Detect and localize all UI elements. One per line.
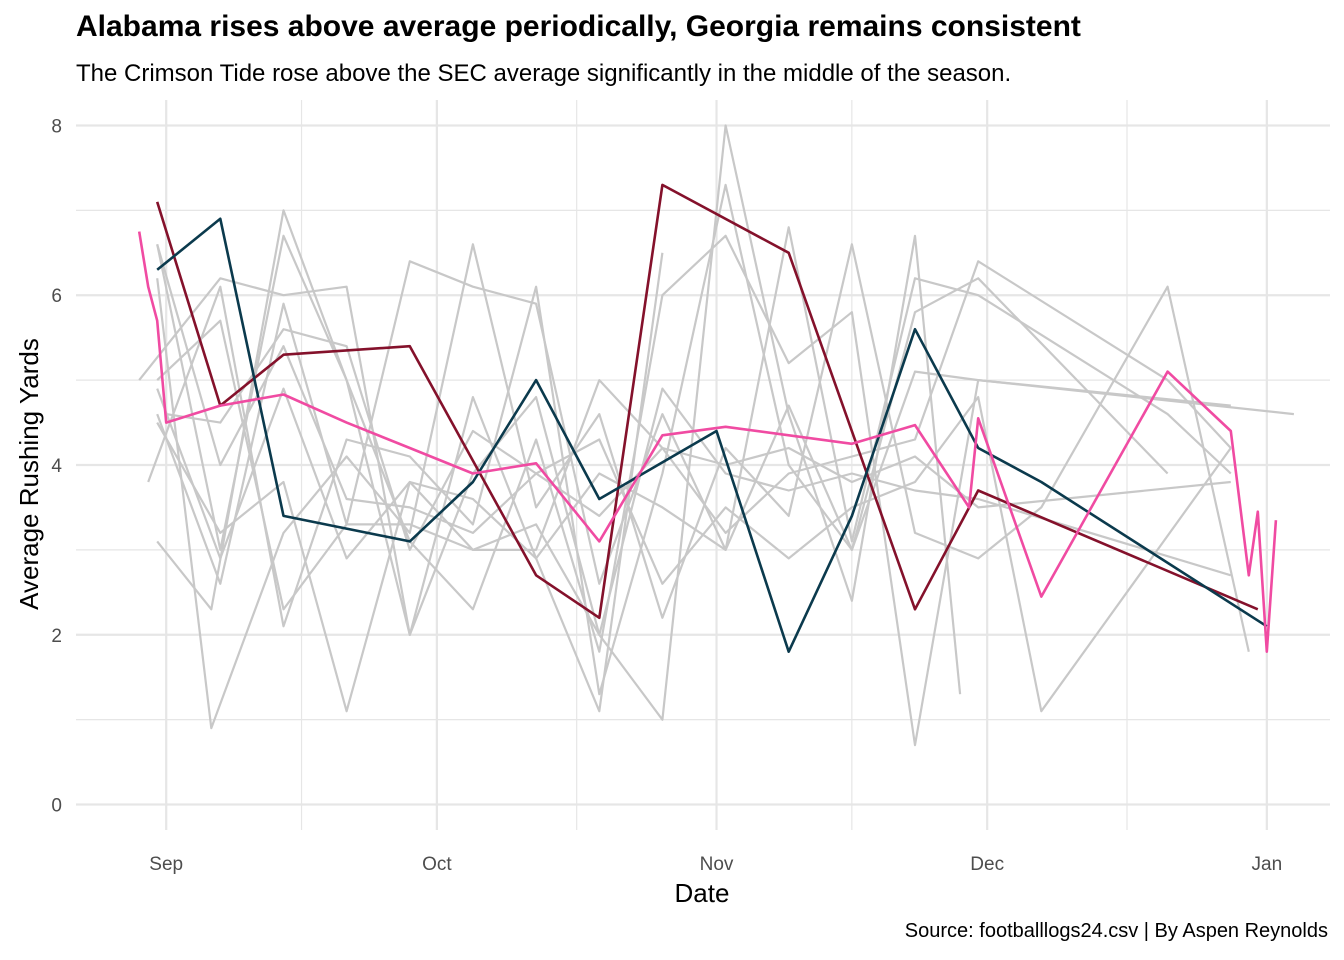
alabama-line	[155, 183, 1259, 620]
chart-subtitle: The Crimson Tide rose above the SEC aver…	[76, 60, 1012, 87]
background-team-line	[156, 260, 1232, 611]
grid-layer	[76, 100, 1330, 830]
background-team-line	[156, 387, 1232, 636]
background-team-line	[166, 328, 1231, 551]
x-axis-title: Date	[675, 878, 730, 908]
sec-average-line	[137, 231, 1278, 653]
background-team-line	[156, 226, 1232, 585]
georgia-line	[156, 217, 1268, 653]
x-tick-label: Sep	[149, 854, 183, 875]
x-tick-label: Oct	[422, 854, 452, 875]
y-tick-label: 0	[51, 796, 62, 817]
x-tick-label: Dec	[970, 854, 1004, 875]
background-team-line	[156, 243, 1250, 730]
highlight-lines	[137, 183, 1278, 653]
y-tick-label: 6	[51, 286, 62, 307]
y-tick-label: 4	[51, 456, 62, 477]
tick-labels: Sep Oct Nov Dec Jan 0 2 4 6 8	[51, 116, 1282, 875]
background-team-line	[156, 370, 1295, 713]
chart-title: Alabama rises above average periodically…	[76, 10, 1081, 43]
y-tick-label: 8	[51, 116, 62, 137]
y-tick-label: 2	[51, 626, 62, 647]
background-team-lines	[138, 124, 1295, 747]
x-tick-label: Jan	[1252, 854, 1283, 875]
background-team-line	[138, 252, 664, 713]
chart-caption: Source: footballlogs24.csv | By Aspen Re…	[904, 920, 1328, 942]
x-tick-label: Nov	[700, 854, 734, 875]
y-axis-title: Average Rushing Yards	[14, 338, 44, 610]
background-team-line	[156, 234, 1231, 747]
